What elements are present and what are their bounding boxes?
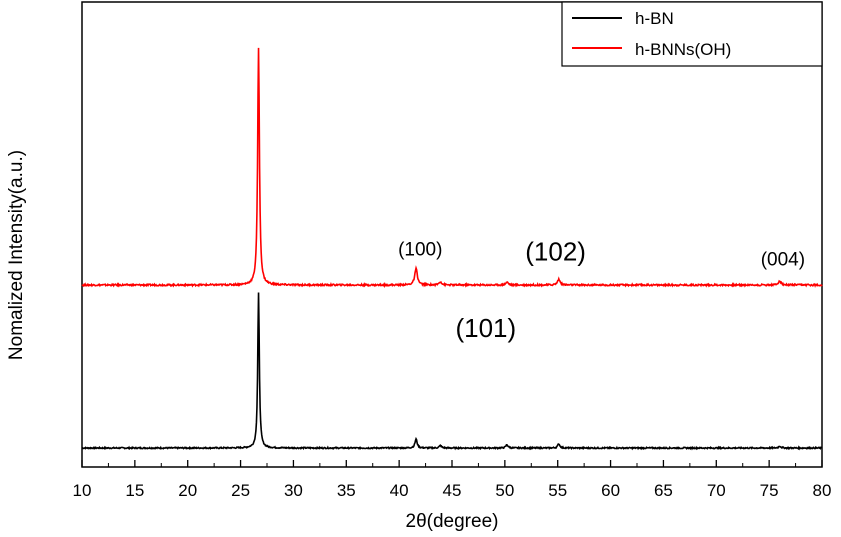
legend-label-h-bnns-oh: h-BNNs(OH)	[635, 40, 731, 59]
x-tick-label: 35	[337, 481, 356, 500]
x-tick-label: 15	[125, 481, 144, 500]
legend-label-h-bn: h-BN	[635, 9, 674, 28]
x-axis-title: 2θ(degree)	[406, 511, 499, 532]
x-tick-label: 50	[495, 481, 514, 500]
x-tick-label: 10	[73, 481, 92, 500]
x-tick-label: 60	[601, 481, 620, 500]
x-tick-label: 55	[548, 481, 567, 500]
peak-label: (100)	[398, 240, 442, 261]
x-tick-label: 30	[284, 481, 303, 500]
x-tick-label: 40	[390, 481, 409, 500]
y-axis-title: Nomalized Intensity(a.u.)	[6, 150, 27, 360]
plot-frame	[81, 1, 823, 468]
legend-box	[561, 1, 823, 67]
series-line-h-bn	[81, 292, 823, 451]
x-tick-label: 20	[178, 481, 197, 500]
series-layer	[81, 47, 823, 451]
x-tick-label: 65	[654, 481, 673, 500]
peak-label: (004)	[761, 249, 805, 270]
x-tick-label: 70	[707, 481, 726, 500]
series-line-h-bnns-oh	[81, 47, 823, 289]
x-tick-label: 75	[760, 481, 779, 500]
x-tick-label: 45	[443, 481, 462, 500]
axis-ticks: 10 15 20 25 30 35 40 45 50 55 60 65 70 75 80	[73, 460, 832, 500]
x-tick-label: 25	[231, 481, 250, 500]
x-tick-label: 80	[813, 481, 832, 500]
peak-label: (102)	[525, 237, 586, 267]
peak-annotations: (002)(100)(102)(004)(101)	[398, 237, 805, 344]
legend: h-BN h-BNNs(OH)	[561, 1, 823, 67]
peak-label: (101)	[455, 313, 516, 343]
